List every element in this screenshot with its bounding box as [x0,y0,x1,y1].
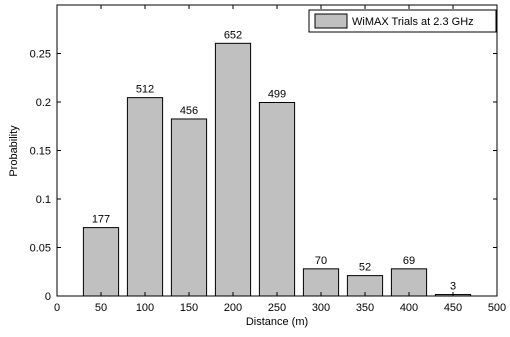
x-tick-label-150: 150 [180,302,198,314]
legend-label: WiMAX Trials at 2.3 GHz [352,16,474,28]
bar-100 [126,97,164,297]
bars-layer [82,42,472,297]
y-axis-title: Probability [8,125,20,177]
data-label-200: 652 [224,29,242,41]
x-tick-label-350: 350 [356,302,374,314]
x-tick-label-200: 200 [224,302,242,314]
x-tick-label-300: 300 [312,302,330,314]
y-tick-label-4: 0.2 [36,97,51,109]
y-tick-label-5: 0.25 [30,49,51,61]
bar-50 [82,227,120,297]
data-label-50: 177 [92,214,110,226]
x-tick-label-500: 500 [488,302,506,314]
data-labels-layer: 177 512 456 652 499 70 52 69 3 [92,29,456,292]
y-tick-label-1: 0.05 [30,243,51,255]
axes-layer: 0 50 100 150 200 250 300 350 400 450 500 0 0.05 0.1 0.… [30,4,506,314]
x-tick-label-250: 250 [268,302,286,314]
data-label-450: 3 [450,281,456,293]
bar-150 [170,118,208,297]
bar-250 [258,101,296,297]
x-axis-title: Distance (m) [246,316,308,328]
x-tick-label-50: 50 [95,302,107,314]
y-tick-label-2: 0.1 [36,194,51,206]
y-tick-label-0: 0 [45,291,51,303]
y-tick-label-3: 0.15 [30,146,51,158]
data-label-350: 52 [359,262,371,274]
data-label-150: 456 [180,105,198,117]
bar-300 [302,268,340,297]
data-label-250: 499 [268,88,286,100]
legend: WiMAX Trials at 2.3 GHz [308,9,497,33]
bar-200 [214,42,252,297]
x-tick-label-0: 0 [54,302,60,314]
data-label-300: 70 [315,255,327,267]
x-tick-label-400: 400 [400,302,418,314]
legend-box [308,9,497,33]
data-label-400: 69 [403,255,415,267]
legend-swatch [314,13,348,29]
x-tick-label-450: 450 [444,302,462,314]
bar-400 [390,268,428,297]
data-label-100: 512 [136,84,154,96]
x-tick-label-100: 100 [136,302,154,314]
